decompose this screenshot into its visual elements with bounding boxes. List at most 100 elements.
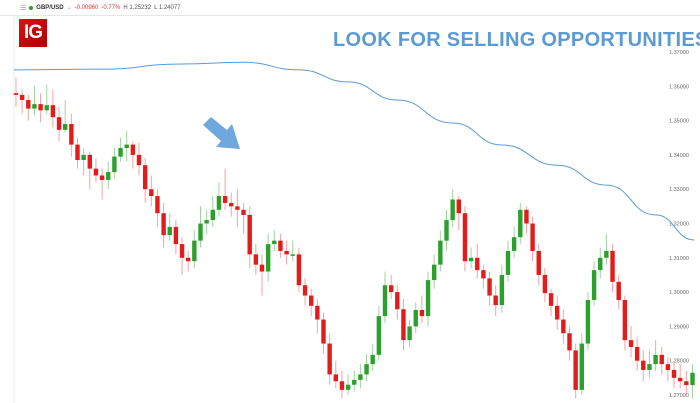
candle-bullish xyxy=(468,257,474,262)
candle-bullish xyxy=(382,285,388,317)
candle-bullish xyxy=(63,124,68,130)
candle-bullish xyxy=(345,384,351,390)
candle-bearish xyxy=(622,299,628,341)
candle-bearish xyxy=(684,381,689,386)
candle-bullish xyxy=(352,379,357,385)
candle-bearish xyxy=(309,295,314,306)
arrow-annotation-icon xyxy=(203,117,240,149)
candle-bearish xyxy=(13,93,19,95)
candle-bearish xyxy=(186,257,191,262)
candle-bullish xyxy=(167,226,172,236)
candle-bearish xyxy=(475,257,480,271)
candle-bearish xyxy=(93,168,99,176)
candle-bullish xyxy=(579,343,584,390)
price-tick-label: 1.37000 xyxy=(669,50,689,56)
candle-bullish xyxy=(413,309,418,327)
candle-bearish xyxy=(671,369,677,378)
candle-bullish xyxy=(290,254,295,256)
candle-bullish xyxy=(265,244,271,272)
candle-bearish xyxy=(130,144,136,155)
candle-bearish xyxy=(530,223,535,251)
candle-bullish xyxy=(112,156,117,173)
candle-bearish xyxy=(573,350,578,390)
candle-bearish xyxy=(38,104,43,111)
candle-bearish xyxy=(395,292,400,310)
candle-bearish xyxy=(610,250,615,282)
candle-bullish xyxy=(364,364,369,375)
candle-bearish xyxy=(641,360,646,370)
price-tick-label: 1.27000 xyxy=(669,393,689,399)
candle-bullish xyxy=(81,154,86,161)
candle-bullish xyxy=(358,374,363,380)
candle-bearish xyxy=(161,213,166,236)
candle-bearish xyxy=(634,346,640,361)
price-tick-label: 1.28000 xyxy=(669,359,689,365)
candle-bearish xyxy=(567,333,572,351)
candle-bearish xyxy=(456,199,461,214)
candle-bearish xyxy=(142,165,148,190)
candle-bearish xyxy=(69,124,74,145)
candle-bullish xyxy=(647,364,652,370)
candle-bullish xyxy=(604,250,609,258)
candle-bearish xyxy=(302,285,308,296)
candle-bearish xyxy=(87,154,92,169)
candle-bearish xyxy=(678,377,683,382)
candle-bearish xyxy=(542,274,548,294)
candle-bearish xyxy=(155,196,160,214)
candle-bearish xyxy=(136,154,142,166)
price-tick-label: 1.36000 xyxy=(669,84,689,90)
menu-icon[interactable]: ☰ xyxy=(20,4,27,12)
candle-bullish xyxy=(505,250,511,275)
candle-bearish xyxy=(493,295,498,306)
candle-bullish xyxy=(499,274,505,306)
candle-bearish xyxy=(616,281,621,300)
candle-bullish xyxy=(370,354,375,365)
price-tick-label: 1.29000 xyxy=(669,324,689,330)
candle-bearish xyxy=(481,270,486,279)
candle-bullish xyxy=(44,105,49,111)
candle-bearish xyxy=(241,209,246,215)
candle-bullish xyxy=(272,240,277,245)
candle-bullish xyxy=(106,172,111,180)
candle-bearish xyxy=(321,319,326,344)
candle-bullish xyxy=(653,354,658,365)
candle-bullish xyxy=(438,240,443,265)
candle-bearish xyxy=(50,105,56,118)
low-price: L 1.24077 xyxy=(154,4,181,11)
candle-bearish xyxy=(339,381,345,390)
candle-bullish xyxy=(450,199,455,221)
candle-bearish xyxy=(536,250,541,275)
candle-bullish xyxy=(198,223,203,241)
candle-bearish xyxy=(75,144,80,161)
symbol-toolbar: ☰ GBP/USD ⌄ -0.00960 -0.77% H 1.25232 L … xyxy=(0,0,700,16)
candle-bullish xyxy=(124,144,129,149)
candle-bearish xyxy=(665,364,671,370)
price-tick-label: 1.33000 xyxy=(669,187,689,193)
candle-bullish xyxy=(591,270,597,300)
candle-bearish xyxy=(628,340,634,347)
candle-bearish xyxy=(247,214,252,255)
candle-bearish xyxy=(315,305,320,320)
candle-bearish xyxy=(222,196,228,203)
logo-text: IG xyxy=(23,22,43,43)
candle-bearish xyxy=(26,100,31,109)
ig-logo: IG xyxy=(19,19,47,47)
candle-bullish xyxy=(210,209,215,221)
candle-bullish xyxy=(444,220,449,241)
candle-bullish xyxy=(432,264,437,281)
candle-bearish xyxy=(149,189,154,197)
price-axis: 1.37000 1.36000 1.35000 1.34000 1.33000 1.320… xyxy=(669,50,689,399)
symbol-label[interactable]: GBP/USD xyxy=(36,4,64,11)
candle-bullish xyxy=(204,220,209,224)
moving-average-line xyxy=(13,61,695,241)
candle-bearish xyxy=(487,278,492,296)
price-tick-label: 1.32000 xyxy=(669,222,689,228)
candle-bearish xyxy=(462,213,468,262)
market-status-icon xyxy=(29,5,34,10)
candle-bearish xyxy=(419,309,425,317)
candle-bullish xyxy=(192,240,197,262)
chevron-down-icon[interactable]: ⌄ xyxy=(66,5,72,11)
candle-bearish xyxy=(401,309,406,341)
candle-bullish xyxy=(425,280,431,317)
